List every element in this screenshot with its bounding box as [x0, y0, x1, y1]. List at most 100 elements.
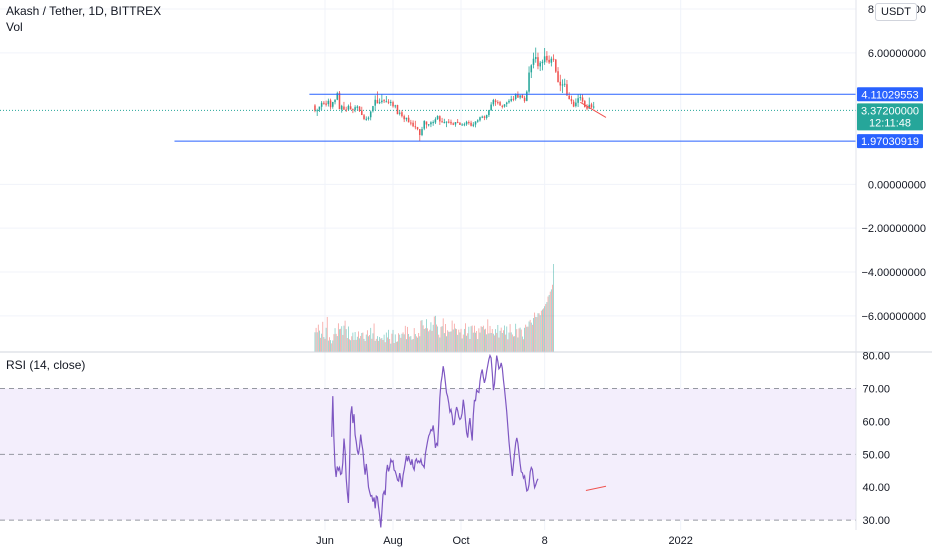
candle-body [485, 115, 488, 118]
volume-bar [461, 338, 463, 352]
volume-bar [392, 329, 394, 352]
time-axis[interactable]: Jun Aug Oct 8 2022 [316, 535, 693, 547]
volume-bar [317, 324, 319, 352]
volume-bar [346, 338, 348, 352]
volume-bar [497, 324, 499, 352]
candle-body [499, 102, 501, 106]
candle-body [579, 97, 582, 99]
volume-bar [365, 334, 367, 352]
candle-body [541, 61, 544, 64]
volume-bar [484, 329, 485, 352]
volume-bar [550, 289, 552, 352]
volume-bars [314, 264, 554, 352]
candle-body [519, 95, 521, 98]
candle-body [543, 56, 546, 63]
candle-body [338, 92, 341, 110]
candle-body [490, 104, 492, 111]
volume-bar [539, 315, 541, 352]
volume-bar [526, 326, 528, 352]
volume-bar [407, 326, 408, 352]
candle-body [459, 122, 461, 125]
volume-bar [402, 332, 404, 352]
volume-bar [361, 332, 363, 352]
candle-body [590, 104, 593, 108]
price-tick-label: 6.00000000 [868, 48, 926, 60]
volume-bar [398, 333, 399, 352]
volume-bar [373, 323, 375, 352]
symbol-legend[interactable]: Akash / Tether, 1D, BITTREX [6, 4, 162, 18]
volume-bar [379, 336, 381, 352]
candle-body [418, 129, 421, 136]
volume-bar [324, 338, 326, 352]
rsi-tick-label: 60.00 [862, 416, 890, 428]
candle-body [316, 110, 318, 112]
price-tick-label: 0.00000000 [868, 179, 926, 191]
volume-bar [485, 328, 486, 352]
volume-bar [553, 264, 554, 352]
volume-bar [413, 328, 415, 352]
volume-bar [395, 341, 397, 352]
candle-body [568, 95, 570, 100]
candle-body [532, 58, 535, 65]
volume-bar [355, 339, 357, 352]
volume-bar [501, 332, 503, 352]
candle-body [534, 56, 537, 59]
volume-bar [403, 334, 405, 352]
trendlines[interactable] [580, 101, 607, 492]
volume-bar [515, 323, 517, 352]
volume-bar [445, 324, 446, 352]
volume-bar [480, 326, 482, 352]
volume-bar [477, 339, 479, 352]
volume-bar [533, 318, 534, 352]
currency-badge[interactable]: USDT [875, 3, 917, 21]
volume-bar [438, 334, 440, 352]
volume-bar [387, 337, 388, 352]
candle-body [401, 112, 403, 117]
volume-bar [384, 342, 386, 352]
volume-bar [424, 328, 426, 352]
resistance-tag [857, 87, 923, 102]
volume-bar [489, 325, 491, 352]
volume-bar [323, 337, 325, 352]
time-tick-label: 2022 [668, 535, 692, 547]
candle-body [436, 115, 439, 120]
rsi-legend[interactable]: RSI (14, close) [6, 358, 86, 372]
volume-bar [457, 334, 459, 352]
candle-body [423, 120, 426, 129]
volume-bar [399, 334, 401, 352]
candles[interactable] [314, 47, 595, 142]
volume-bar [440, 326, 442, 352]
volume-bar [348, 326, 349, 352]
volume-bar [520, 329, 522, 352]
candle-body [586, 106, 588, 109]
candle-body [546, 55, 548, 61]
volume-bar [316, 332, 318, 352]
rsi-line [331, 353, 539, 528]
volume-bar [540, 310, 542, 352]
volume-bar [510, 332, 512, 352]
volume-bar [320, 337, 321, 352]
candle-body [557, 71, 559, 83]
candle-body [514, 93, 517, 100]
volume-bar [462, 334, 464, 352]
volume-bar [455, 328, 456, 352]
volume-bar [482, 325, 484, 352]
volume-bar [538, 313, 540, 352]
volume-legend[interactable]: Vol [6, 20, 23, 34]
volume-bar [529, 319, 531, 352]
candle-body [561, 84, 564, 86]
horizontal-levels[interactable] [0, 93, 856, 142]
volume-bar [344, 320, 346, 352]
volume-bar [451, 320, 453, 352]
candle-body [452, 123, 455, 125]
time-tick-label: Aug [383, 535, 403, 547]
volume-bar [416, 336, 417, 352]
volume-bar [525, 324, 527, 352]
volume-bar [400, 337, 402, 352]
rsi-axis[interactable]: 80.00 70.00 60.00 50.00 40.00 30.00 [862, 351, 890, 527]
candle-body [528, 72, 530, 92]
volume-bar [436, 324, 437, 352]
candle-body [539, 62, 541, 67]
